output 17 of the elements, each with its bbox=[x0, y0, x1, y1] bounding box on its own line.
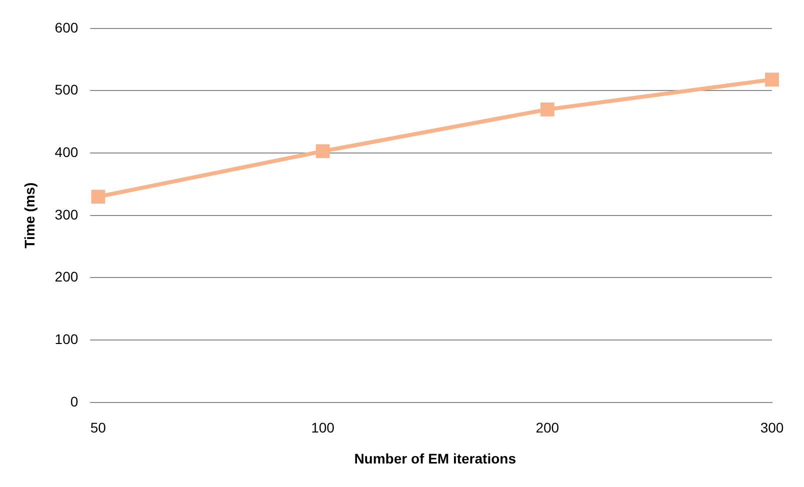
point bbox=[91, 190, 106, 204]
y-tick-label: 400 bbox=[54, 144, 78, 160]
x-tick-label: 300 bbox=[760, 420, 784, 436]
y-tick-label: 500 bbox=[54, 82, 78, 98]
x-axis-title: Number of EM iterations bbox=[354, 450, 516, 466]
y-tick-label: 0 bbox=[70, 393, 78, 410]
y-tick-label: 200 bbox=[54, 268, 78, 285]
point bbox=[765, 72, 779, 86]
y-axis-title: Time (ms) bbox=[21, 182, 38, 248]
x-tick-label: 50 bbox=[90, 420, 106, 436]
y-tick-label: 600 bbox=[54, 19, 78, 36]
x-tick-label: 100 bbox=[311, 420, 335, 436]
point bbox=[316, 144, 330, 158]
x-tick-label: 200 bbox=[536, 420, 560, 436]
point bbox=[540, 102, 554, 116]
y-tick-label: 100 bbox=[54, 330, 78, 347]
y-tick-label: 300 bbox=[54, 206, 78, 222]
